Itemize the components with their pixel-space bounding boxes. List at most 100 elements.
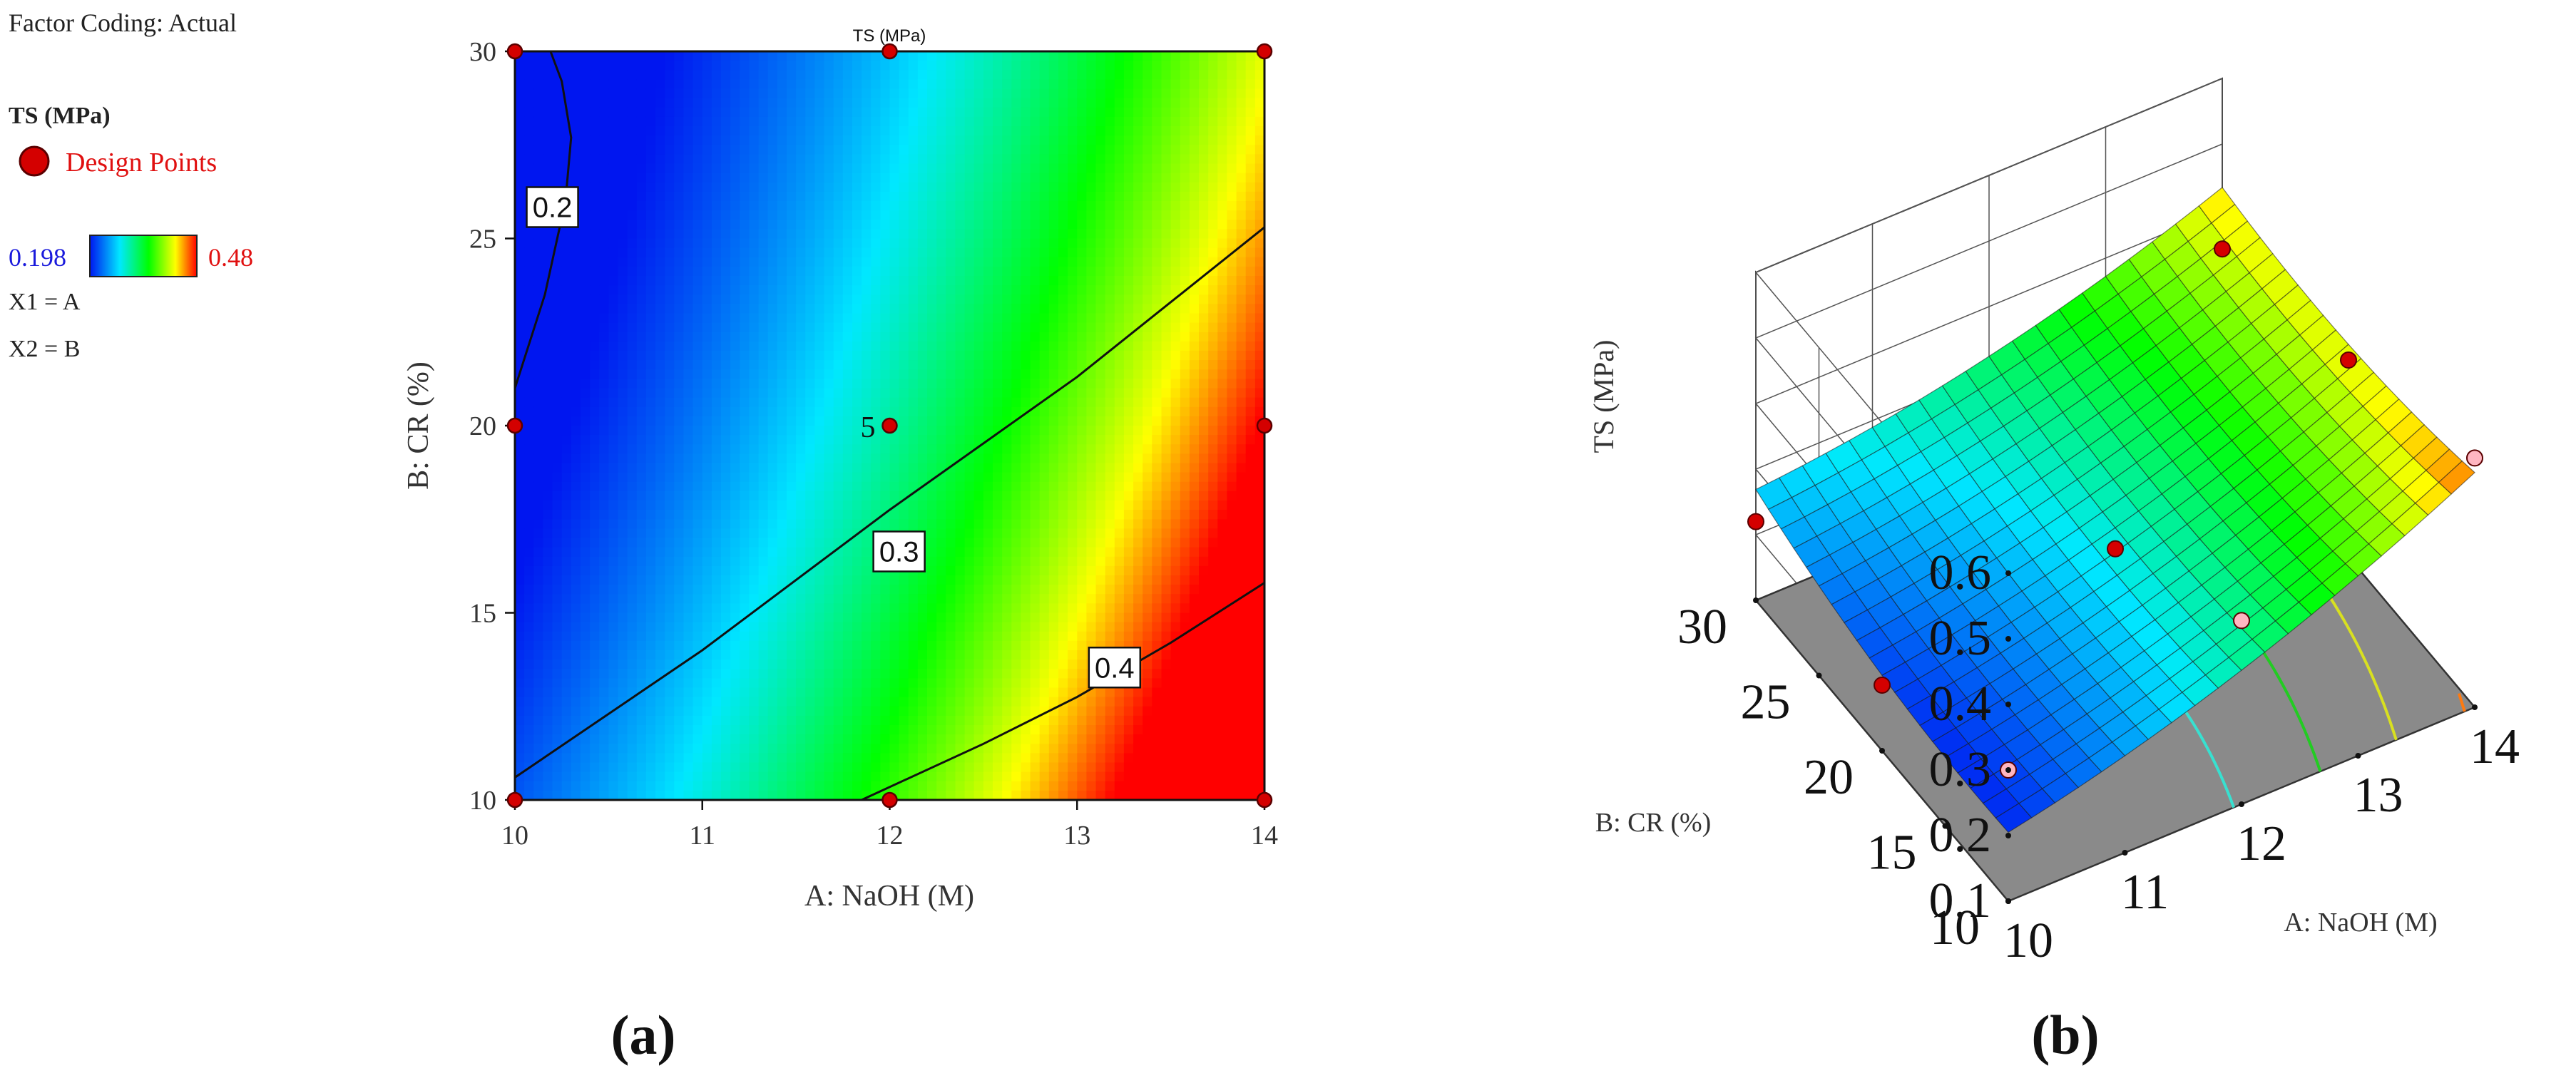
- heatmap-cell: [777, 257, 787, 267]
- heatmap-cell: [1021, 790, 1031, 800]
- heatmap-cell: [1077, 229, 1088, 240]
- heatmap-cell: [683, 565, 694, 576]
- heatmap-cell: [936, 360, 947, 370]
- heatmap-cell: [1048, 528, 1059, 539]
- heatmap-cell: [1011, 70, 1022, 81]
- heatmap-cell: [655, 98, 665, 108]
- heatmap-cell: [692, 678, 703, 689]
- heatmap-cell: [796, 201, 806, 211]
- heatmap-cell: [936, 734, 947, 744]
- heatmap-cell: [533, 603, 544, 614]
- heatmap-cell: [571, 744, 581, 754]
- heatmap-cell: [674, 444, 685, 455]
- heatmap-cell: [842, 341, 853, 351]
- heatmap-cell: [842, 163, 853, 174]
- heatmap-cell: [1039, 519, 1050, 530]
- heatmap-cell: [908, 135, 919, 145]
- heatmap-cell: [871, 500, 881, 510]
- heatmap-cell: [674, 491, 685, 501]
- heatmap-cell: [946, 332, 956, 342]
- heatmap-cell: [955, 276, 966, 286]
- heatmap-cell: [1002, 247, 1013, 258]
- heatmap-cell: [599, 201, 610, 211]
- heatmap-cell: [767, 472, 778, 483]
- heatmap-cell: [964, 247, 975, 258]
- heatmap-cell: [777, 322, 787, 333]
- heatmap-cell: [730, 510, 741, 520]
- heatmap-cell: [627, 538, 638, 548]
- heatmap-cell: [805, 351, 816, 361]
- heatmap-cell: [543, 631, 553, 642]
- heatmap-cell: [993, 781, 1003, 791]
- heatmap-cell: [645, 538, 656, 548]
- heatmap-cell: [608, 650, 619, 660]
- heatmap-cell: [683, 594, 694, 605]
- heatmap-cell: [711, 556, 722, 567]
- heatmap-cell: [1030, 182, 1041, 192]
- heatmap-cell: [889, 220, 900, 230]
- heatmap-cell: [683, 538, 694, 548]
- heatmap-cell: [740, 70, 750, 81]
- heatmap-cell: [1021, 154, 1031, 165]
- heatmap-cell: [711, 388, 722, 399]
- heatmap-cell: [955, 322, 966, 333]
- heatmap-cell: [1086, 135, 1097, 145]
- heatmap-cell: [1011, 360, 1022, 370]
- heatmap-cell: [908, 107, 919, 118]
- heatmap-cell: [749, 397, 760, 408]
- heatmap-cell: [983, 781, 993, 791]
- heatmap-cell: [1021, 538, 1031, 548]
- heatmap-cell: [1002, 332, 1013, 342]
- heatmap-cell: [814, 472, 825, 483]
- heatmap-cell: [740, 416, 750, 426]
- heatmap-cell: [777, 154, 787, 165]
- heatmap-cell: [533, 79, 544, 90]
- heatmap-cell: [655, 135, 665, 145]
- heatmap-cell: [515, 594, 525, 605]
- heatmap-cell: [833, 70, 844, 81]
- heatmap-cell: [674, 341, 685, 351]
- heatmap-cell: [777, 528, 787, 539]
- heatmap-cell: [571, 725, 581, 735]
- heatmap-cell: [936, 322, 947, 333]
- heatmap-cell: [543, 313, 553, 324]
- heatmap-cell: [543, 603, 553, 614]
- heatmap-cell: [927, 163, 937, 174]
- heatmap-cell: [889, 622, 900, 632]
- heatmap-cell: [899, 322, 909, 333]
- heatmap-cell: [767, 154, 778, 165]
- heatmap-cell: [927, 145, 937, 155]
- heatmap-cell: [1011, 257, 1022, 267]
- heatmap-cell: [787, 182, 797, 192]
- heatmap-cell: [599, 472, 610, 483]
- heatmap-cell: [1030, 528, 1041, 539]
- heatmap-cell: [711, 397, 722, 408]
- heatmap-cell: [1021, 285, 1031, 295]
- heatmap-cell: [683, 397, 694, 408]
- heatmap-cell: [627, 575, 638, 585]
- heatmap-cell: [983, 725, 993, 735]
- heatmap-cell: [645, 687, 656, 698]
- heatmap-cell: [636, 116, 647, 127]
- heatmap-cell: [740, 585, 750, 595]
- heatmap-cell: [1039, 360, 1050, 370]
- heatmap-cell: [590, 762, 600, 773]
- heatmap-cell: [561, 247, 572, 258]
- heatmap-cell: [983, 744, 993, 754]
- heatmap-cell: [1058, 285, 1068, 295]
- heatmap-cell: [787, 622, 797, 632]
- heatmap-cell: [824, 706, 834, 717]
- heatmap-cell: [777, 285, 787, 295]
- heatmap-cell: [767, 276, 778, 286]
- heatmap-cell: [665, 659, 675, 669]
- heatmap-cell: [627, 706, 638, 717]
- heatmap-cell: [842, 266, 853, 277]
- heatmap-cell: [524, 538, 534, 548]
- heatmap-cell: [599, 379, 610, 389]
- heatmap-cell: [758, 472, 769, 483]
- heatmap-cell: [955, 640, 966, 651]
- heatmap-cell: [711, 266, 722, 277]
- heatmap-cell: [946, 107, 956, 118]
- heatmap-cell: [814, 322, 825, 333]
- heatmap-cell: [796, 61, 806, 71]
